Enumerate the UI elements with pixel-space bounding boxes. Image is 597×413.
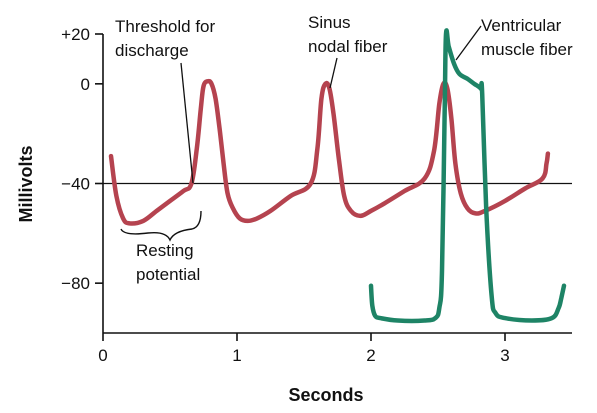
- annotation-ventricular-line-1: Ventricular: [481, 16, 562, 35]
- y-axis-title: Millivolts: [16, 145, 36, 222]
- y-tick-label: 0: [81, 75, 90, 94]
- annotation-threshold-leader: [180, 62, 194, 184]
- annotation-threshold-line-2: discharge: [115, 41, 189, 60]
- x-axis-ticks: 0 1 2 3: [98, 333, 510, 365]
- annotation-ventricular-leader: [455, 25, 482, 61]
- resting-potential-brace: [120, 210, 202, 242]
- annotation-resting: Resting potential: [120, 210, 202, 284]
- annotation-sinus-leader: [329, 57, 338, 89]
- sinus-nodal-series-line: [108, 78, 551, 226]
- y-axis-ticks: +20 0 −40 −80: [61, 25, 103, 293]
- annotation-resting-line-2: potential: [136, 265, 200, 284]
- x-axis-title: Seconds: [288, 385, 363, 405]
- x-tick-label: 3: [500, 346, 509, 365]
- y-tick-label: +20: [61, 25, 90, 44]
- annotation-sinus: Sinus nodal fiber: [308, 13, 388, 89]
- x-tick-label: 0: [98, 346, 107, 365]
- annotation-ventricular-line-2: muscle fiber: [481, 40, 573, 59]
- annotation-ventricular: Ventricular muscle fiber: [455, 16, 573, 61]
- annotation-threshold: Threshold for discharge: [115, 17, 215, 184]
- ventricular-muscle-series-line: [368, 28, 567, 324]
- y-tick-label: −80: [61, 274, 90, 293]
- annotation-resting-line-1: Resting: [136, 241, 194, 260]
- annotation-threshold-line-1: Threshold for: [115, 17, 215, 36]
- y-tick-label: −40: [61, 175, 90, 194]
- x-tick-label: 1: [232, 346, 241, 365]
- series-group: [108, 28, 567, 324]
- x-tick-label: 2: [366, 346, 375, 365]
- annotation-sinus-line-2: nodal fiber: [308, 37, 388, 56]
- annotation-sinus-line-1: Sinus: [308, 13, 351, 32]
